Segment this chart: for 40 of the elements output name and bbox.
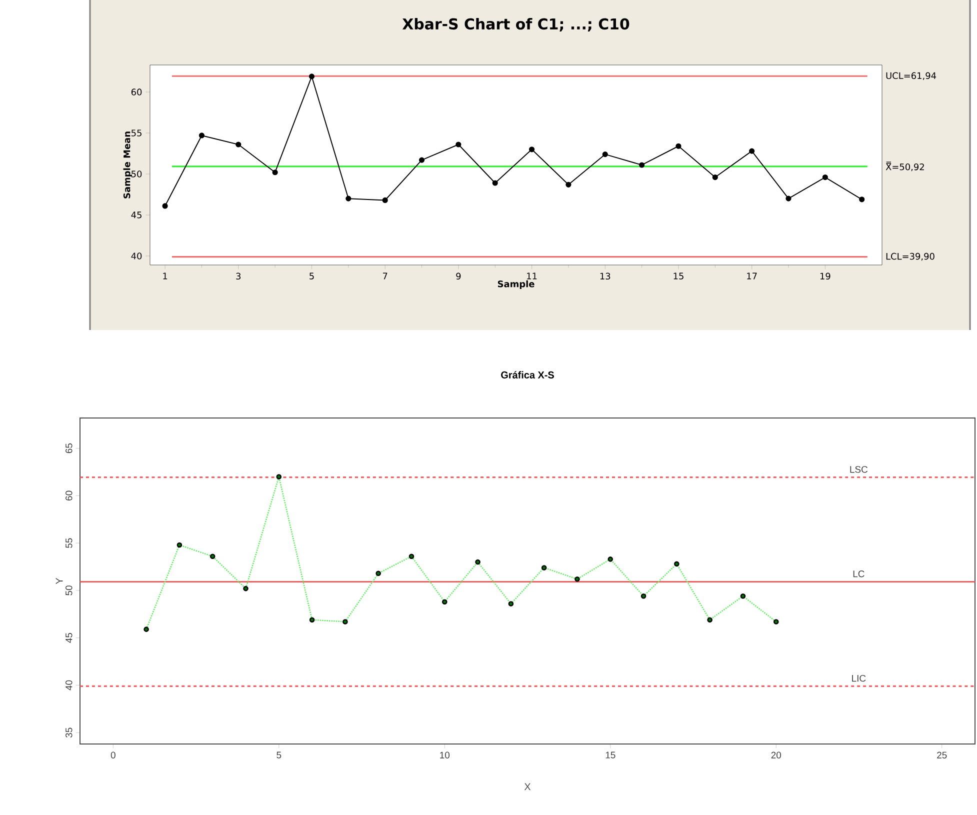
x-tick-label: 7 <box>382 272 388 280</box>
y-tick-label: 50 <box>132 170 142 178</box>
x-tick-label: 1 <box>163 272 168 280</box>
x-tick-label: 11 <box>527 272 537 280</box>
x-tick-label: 20 <box>771 752 782 758</box>
x-tick-label: 5 <box>310 272 314 280</box>
y-tick-label: 40 <box>66 680 72 690</box>
chart-title: Gráfica X-S <box>501 371 554 378</box>
x-tick-label: 0 <box>110 752 116 758</box>
x-tick-label: 17 <box>747 272 757 280</box>
ref-line-label: LSC <box>850 466 868 473</box>
x-tick-label: 5 <box>276 752 282 758</box>
y-tick-label: 45 <box>131 212 142 218</box>
ref-line-label: LC <box>853 570 864 578</box>
y-tick-label: 60 <box>66 490 72 500</box>
x-tick-label: 15 <box>674 272 684 280</box>
y-tick-label: 45 <box>66 632 72 643</box>
ref-line-label: LIC <box>852 674 866 682</box>
y-tick-label: 55 <box>132 130 142 136</box>
y-tick-label: 35 <box>66 728 72 738</box>
x-tick-label: 3 <box>236 272 241 280</box>
x-tick-label: 10 <box>440 752 450 758</box>
y-axis-title: Y <box>56 578 63 584</box>
x-tick-label: 13 <box>600 272 610 280</box>
ref-line-label: LCL=39,90 <box>886 252 934 261</box>
x-tick-label: 15 <box>606 752 616 758</box>
x-tick-label: 19 <box>820 272 830 280</box>
x-tick-label: 25 <box>937 752 947 758</box>
y-axis-title: Sample Mean <box>123 132 132 198</box>
ref-line-label: X̿=50,92 <box>886 162 924 172</box>
y-tick-label: 60 <box>131 88 142 96</box>
y-tick-label: 50 <box>66 586 72 596</box>
x-tick-label: 9 <box>456 272 461 280</box>
x-axis-title: X <box>524 783 531 790</box>
y-tick-label: 65 <box>66 443 72 454</box>
y-tick-label: 40 <box>131 252 142 260</box>
chart-title: Xbar-S Chart of C1; ...; C10 <box>402 18 630 32</box>
y-tick-label: 55 <box>66 538 72 548</box>
ref-line-label: UCL=61,94 <box>886 72 936 80</box>
x-axis-title: Sample <box>498 280 534 290</box>
